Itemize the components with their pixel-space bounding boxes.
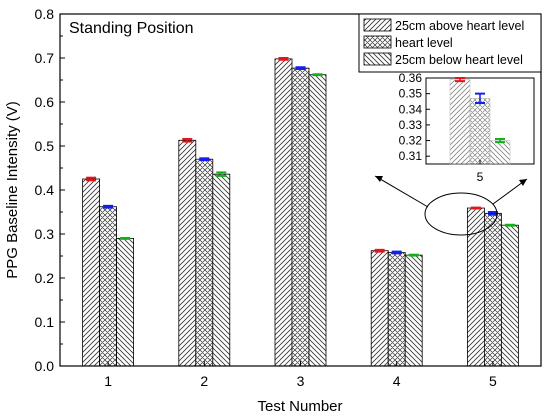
y-tick-label: 0.3 bbox=[35, 226, 55, 242]
y-tick-label: 0.0 bbox=[35, 358, 55, 374]
legend-swatch bbox=[363, 52, 392, 66]
legend: 25cm above heart level heart level 25cm be… bbox=[358, 13, 542, 73]
bars bbox=[82, 58, 519, 367]
x-tick-label: 3 bbox=[297, 373, 305, 389]
callout-arrowhead-right bbox=[519, 179, 527, 186]
y-axis-label: PPG Baseline Intensity (V) bbox=[4, 101, 21, 279]
bar bbox=[483, 212, 502, 367]
bar bbox=[99, 206, 117, 367]
y-tick-label: 0.4 bbox=[35, 182, 55, 198]
error-bars bbox=[86, 57, 515, 257]
bar bbox=[500, 224, 519, 367]
bar bbox=[387, 252, 406, 367]
inset-y-tick-label: 0.36 bbox=[399, 71, 423, 85]
x-tick-label: 1 bbox=[104, 373, 112, 389]
inset-y-tick-label: 0.35 bbox=[399, 87, 423, 101]
x-axis-label: Test Number bbox=[257, 398, 342, 415]
inset-chart: 0.310.32 0.33 0.340.35 0.36 5 bbox=[399, 71, 535, 184]
inset-callout bbox=[374, 175, 528, 236]
chart-title: Standing Position bbox=[69, 20, 194, 37]
inset-y-tick-label: 0.31 bbox=[399, 149, 423, 163]
legend-swatch bbox=[363, 18, 392, 32]
inset-y-tick-label: 0.33 bbox=[399, 118, 423, 132]
zoom-ellipse bbox=[424, 192, 498, 236]
y-tick-label: 0.8 bbox=[35, 6, 55, 22]
legend-label: 25cm below heart level bbox=[395, 53, 523, 67]
legend-swatch bbox=[363, 35, 392, 49]
bar bbox=[82, 178, 100, 367]
callout-arrowhead-left bbox=[375, 176, 383, 182]
x-tick-label: 5 bbox=[489, 373, 497, 389]
bar bbox=[195, 158, 214, 367]
x-tick-label: 2 bbox=[200, 373, 208, 389]
inset-bar bbox=[489, 140, 511, 165]
bar bbox=[116, 237, 134, 367]
inset-y-tick-label: 0.34 bbox=[399, 102, 423, 116]
inset-bar bbox=[469, 98, 491, 165]
legend-label: heart level bbox=[395, 36, 453, 50]
y-tick-label: 0.2 bbox=[35, 270, 55, 286]
bar bbox=[291, 67, 310, 367]
bar bbox=[466, 207, 485, 367]
bar bbox=[274, 58, 293, 367]
bar bbox=[308, 74, 327, 367]
bar bbox=[178, 139, 197, 367]
y-tick-label: 0.1 bbox=[35, 314, 55, 330]
y-tick-label: 0.7 bbox=[35, 50, 55, 66]
bar bbox=[212, 173, 231, 367]
inset-x-tick-label: 5 bbox=[477, 170, 484, 184]
x-tick-label: 4 bbox=[393, 373, 401, 389]
callout-arrow-left bbox=[374, 175, 429, 208]
y-tick-label: 0.5 bbox=[35, 138, 55, 154]
legend-label: 25cm above heart level bbox=[395, 19, 524, 33]
bar bbox=[404, 254, 423, 367]
inset-y-tick-label: 0.32 bbox=[399, 134, 423, 148]
inset-bar bbox=[449, 79, 471, 165]
x-axis: 1 2 3 4 5 bbox=[104, 361, 497, 389]
y-tick-label: 0.6 bbox=[35, 94, 55, 110]
bar bbox=[370, 250, 389, 367]
y-axis: 0.0 0.1 0.2 0.3 0.4 0.5 0.6 0.7 0.8 bbox=[35, 6, 65, 374]
